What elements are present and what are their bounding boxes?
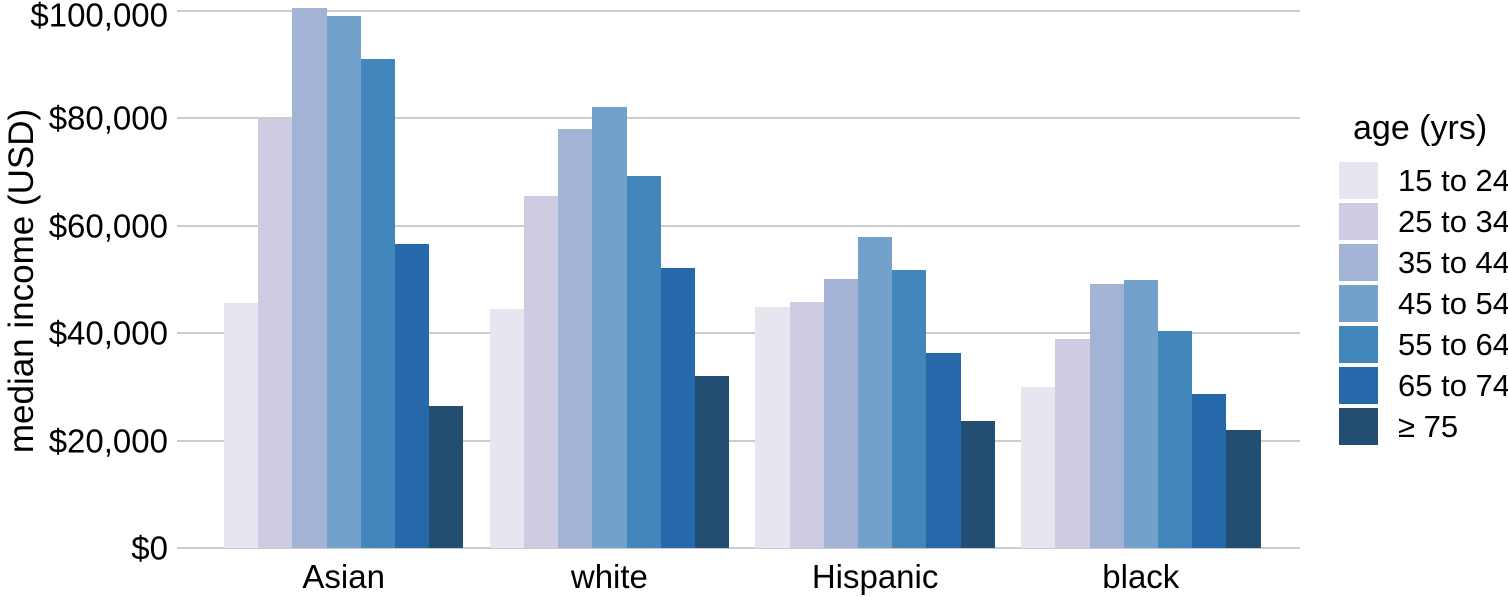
legend-item-label: 55 to 64 bbox=[1398, 326, 1508, 362]
bar-hispanic-45-to-54 bbox=[858, 237, 892, 548]
legend-item-label: 45 to 54 bbox=[1398, 285, 1508, 321]
gridline bbox=[177, 332, 1300, 334]
legend-swatch bbox=[1339, 407, 1378, 445]
legend-item-label: 15 to 24 bbox=[1398, 162, 1508, 198]
legend-swatch bbox=[1339, 325, 1378, 363]
bar-hispanic-25-to-34 bbox=[790, 302, 824, 548]
bar-hispanic-55-to-64 bbox=[892, 269, 926, 548]
bar-white-45-to-54 bbox=[592, 106, 627, 548]
gridline bbox=[177, 439, 1300, 442]
legend-item-label: ≥ 75 bbox=[1398, 408, 1459, 444]
y-tick-label: $100,000 bbox=[30, 0, 168, 34]
bar-white-25-to-34 bbox=[524, 196, 558, 548]
y-axis-title: median income (USD) bbox=[2, 108, 41, 454]
bar-white-≥-75 bbox=[695, 376, 729, 548]
y-tick-label: $40,000 bbox=[48, 314, 168, 352]
legend-item-label: 65 to 74 bbox=[1398, 367, 1508, 403]
bar-asian-25-to-34 bbox=[258, 119, 292, 548]
legend-item-label: 25 to 34 bbox=[1398, 203, 1508, 239]
bar-white-65-to-74 bbox=[661, 267, 695, 548]
legend-swatch bbox=[1339, 243, 1378, 281]
legend-swatch bbox=[1339, 284, 1378, 322]
legend: age (yrs) 15 to 24 25 to 34 35 to 44 45 to … bbox=[1339, 108, 1508, 449]
bar-asian-≥-75 bbox=[429, 405, 463, 548]
bar-black-65-to-74 bbox=[1192, 394, 1226, 548]
bar-asian-45-to-54 bbox=[327, 16, 361, 548]
legend-item: ≥ 75 bbox=[1339, 407, 1508, 445]
x-category-label: Hispanic bbox=[811, 558, 939, 595]
bar-black-≥-75 bbox=[1226, 429, 1261, 548]
legend-title: age (yrs) bbox=[1353, 109, 1488, 147]
bar-asian-35-to-44 bbox=[292, 7, 327, 548]
bar-white-15-to-24 bbox=[490, 308, 524, 548]
bar-black-15-to-24 bbox=[1021, 386, 1055, 548]
legend-swatch bbox=[1339, 161, 1378, 199]
x-category-label: Asian bbox=[302, 558, 385, 595]
y-tick-label: $20,000 bbox=[48, 422, 168, 459]
bar-hispanic-15-to-24 bbox=[755, 307, 790, 548]
legend-item: 45 to 54 bbox=[1339, 284, 1508, 322]
gridline bbox=[177, 9, 1300, 12]
bar-black-45-to-54 bbox=[1124, 279, 1158, 548]
bar-asian-65-to-74 bbox=[395, 243, 429, 548]
bar-white-35-to-44 bbox=[558, 128, 592, 548]
bar-hispanic-≥-75 bbox=[961, 420, 995, 548]
x-category-label: white bbox=[570, 558, 648, 595]
legend-item: 55 to 64 bbox=[1339, 325, 1508, 363]
legend-items: 15 to 24 25 to 34 35 to 44 45 to 54 55 to 64… bbox=[1339, 161, 1508, 445]
x-category-label: black bbox=[1102, 558, 1180, 595]
legend-swatch bbox=[1339, 366, 1378, 404]
bar-black-35-to-44 bbox=[1090, 284, 1124, 548]
gridline bbox=[177, 547, 1300, 549]
bar-black-55-to-64 bbox=[1158, 331, 1192, 548]
y-tick-label: $60,000 bbox=[48, 207, 168, 244]
legend-item: 35 to 44 bbox=[1339, 243, 1508, 281]
gridline bbox=[177, 224, 1300, 227]
legend-item-label: 35 to 44 bbox=[1398, 244, 1508, 280]
legend-item: 65 to 74 bbox=[1339, 366, 1508, 404]
bar-black-25-to-34 bbox=[1055, 338, 1090, 548]
y-tick-label: $0 bbox=[131, 529, 168, 567]
bar-white-55-to-64 bbox=[627, 175, 661, 548]
legend-item: 25 to 34 bbox=[1339, 202, 1508, 240]
bar-asian-15-to-24 bbox=[224, 302, 258, 548]
bar-hispanic-65-to-74 bbox=[926, 352, 961, 548]
legend-item: 15 to 24 bbox=[1339, 161, 1508, 199]
bar-hispanic-35-to-44 bbox=[824, 279, 858, 548]
gridline bbox=[177, 117, 1300, 119]
y-tick-label: $80,000 bbox=[48, 99, 168, 137]
bar-asian-55-to-64 bbox=[361, 58, 395, 548]
legend-swatch bbox=[1339, 202, 1378, 240]
